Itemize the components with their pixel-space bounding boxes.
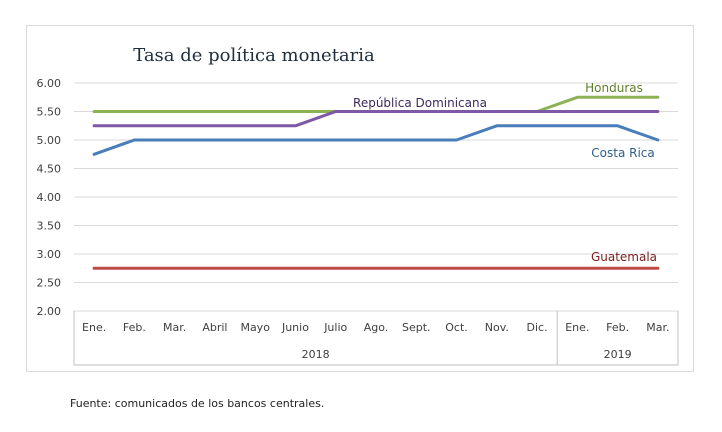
x-tick-label: Feb. <box>606 321 629 334</box>
y-tick-label: 5.50 <box>37 106 62 119</box>
x-tick-label: Mar. <box>646 321 669 334</box>
x-tick-label: Sept. <box>402 321 431 334</box>
x-tick-label: Julio <box>323 321 347 334</box>
x-tick-label: Mayo <box>240 321 270 334</box>
y-tick-label: 5.00 <box>37 134 62 147</box>
x-tick-label: Oct. <box>445 321 468 334</box>
x-tick-label: Ene. <box>565 321 589 334</box>
series-label: Honduras <box>585 81 643 95</box>
y-tick-label: 4.00 <box>37 191 62 204</box>
year-label: 2019 <box>604 348 632 361</box>
series-line-costa-rica <box>92 124 660 156</box>
chart-title: Tasa de política monetaria <box>133 45 375 66</box>
line-chart: Tasa de política monetaria 6.00 5.50 5.00 4.… <box>37 45 679 366</box>
x-tick-label: Ene. <box>82 321 106 334</box>
x-tick-label: Mar. <box>163 321 186 334</box>
y-tick-label: 3.50 <box>37 220 62 233</box>
y-tick-label: 6.00 <box>37 77 62 90</box>
series-label: República Dominicana <box>353 96 487 110</box>
series-line-rep-blica-dominicana <box>92 110 660 128</box>
chart-frame: Tasa de política monetaria 6.00 5.50 5.00 4.… <box>26 25 694 372</box>
y-tick-label: 3.00 <box>37 248 62 261</box>
series-label: Costa Rica <box>591 146 654 160</box>
y-tick-label: 4.50 <box>37 163 62 176</box>
source-note: Fuente: comunicados de los bancos centra… <box>70 397 325 410</box>
x-tick-label: Nov. <box>485 321 509 334</box>
y-tick-label: 2.50 <box>37 277 62 290</box>
y-tick-label: 2.00 <box>37 305 62 318</box>
x-tick-label: Dic. <box>527 321 548 334</box>
series-label: Guatemala <box>591 250 657 264</box>
year-label: 2018 <box>302 348 330 361</box>
x-tick-label: Junio <box>281 321 309 334</box>
x-tick-label: Ago. <box>364 321 389 334</box>
x-tick-label: Feb. <box>123 321 146 334</box>
x-tick-label: Abril <box>202 321 227 334</box>
